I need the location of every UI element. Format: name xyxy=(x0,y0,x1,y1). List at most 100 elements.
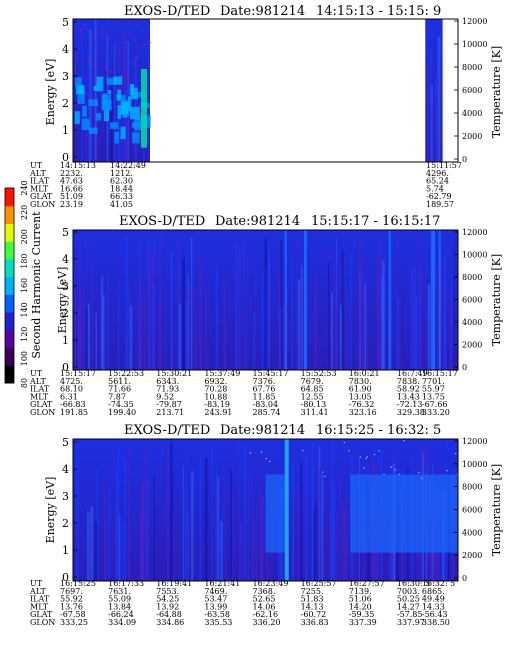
colorbar-tick-label: 160 xyxy=(20,278,29,293)
panel-2-spectral-stripe xyxy=(117,279,120,370)
colorbar-cell xyxy=(5,347,14,366)
panel-2-spectral-stripe xyxy=(359,270,361,370)
panel-2-spectral-stripe xyxy=(130,305,133,370)
panel-1-spectral-stripe xyxy=(426,65,430,162)
panel-2-spectral-stripe xyxy=(137,250,140,370)
panel-2-orbit-row-label: ILAT xyxy=(30,385,50,394)
panel-1-flux-patch xyxy=(82,105,87,117)
colorbar-cell xyxy=(5,294,14,313)
panel-1-orbit-value: 14:15:13 xyxy=(60,161,96,170)
panel-1-flux-patch xyxy=(117,89,122,100)
colorbar-tick-label: 200 xyxy=(20,229,29,244)
panel-1-flux-patch xyxy=(81,118,90,131)
panel-2-bright-stripe xyxy=(388,230,391,370)
panel-1-orbit-value: 189.57 xyxy=(426,200,454,209)
panel-2-bright-stripe xyxy=(431,230,436,370)
panel-1-noise-dot xyxy=(133,63,135,65)
colorbar-tick-label: 180 xyxy=(20,253,29,268)
panel-1-noise-dot xyxy=(102,31,104,33)
panel-2-spectral-stripe xyxy=(424,307,426,370)
panel-1-noise-dot xyxy=(84,23,86,26)
panel-3-spectral-stripe xyxy=(321,473,324,581)
panel-1-orbit-value: 5.74 xyxy=(426,184,444,193)
panel-3-noise-dot xyxy=(365,458,367,460)
panel-1-orbit-value: 16.66 xyxy=(60,184,83,193)
colorbar-cell xyxy=(5,258,14,278)
colorbar-tick-label: 220 xyxy=(20,205,29,220)
panel-2-spectral-stripe xyxy=(380,275,384,370)
panel-1-noise-dot xyxy=(149,42,151,44)
panel-2-orbit-value: -66.83 xyxy=(60,400,86,409)
panel-3-orbit-value: 16:23:49 xyxy=(253,579,289,588)
panel-2-spectral-stripe xyxy=(185,302,188,370)
panel-1-orbit-value: 62.30 xyxy=(110,177,133,186)
panel-3-temperature-tick-label: 0 xyxy=(462,574,467,583)
panel-2-orbit-value: 10.88 xyxy=(204,392,227,401)
panel-1-orbit-value: 14:22:49 xyxy=(110,161,146,170)
panel-3-spectral-stripe xyxy=(220,521,223,581)
panel-3-spectral-stripe xyxy=(247,467,250,581)
panel-3-spectral-stripe xyxy=(211,444,213,581)
panel-3-orbit-value: 16:19:41 xyxy=(156,579,192,588)
panel-3-orbit-value: 14.33 xyxy=(422,602,445,611)
panel-3-spectral-stripe xyxy=(291,463,295,581)
panel-2-spectral-stripe xyxy=(389,236,393,370)
panel-2-spectral-stripe xyxy=(278,312,280,370)
panel-2-title-instrument: EXOS-D/TED xyxy=(119,214,205,229)
panel-1-spectral-stripe xyxy=(126,72,129,162)
panel-1-noise-dot xyxy=(77,59,79,61)
panel-2-orbit-row-label: GLON xyxy=(30,408,55,417)
panel-3-spectral-stripe xyxy=(316,451,317,581)
panel-1-noise-dot xyxy=(81,35,83,37)
panel-1-noise-dot xyxy=(75,57,77,59)
panel-3-orbit-value: 52.65 xyxy=(253,595,276,604)
panel-3-spectral-stripe xyxy=(253,513,255,581)
panel-3-energy-tick-label: 4 xyxy=(62,463,69,476)
panel-1-flux-patch xyxy=(77,90,85,104)
panel-3-spectral-stripe xyxy=(260,462,262,581)
panel-3-spectral-stripe xyxy=(256,504,258,581)
panel-2-spectral-stripe xyxy=(330,292,333,370)
panel-2-title-time: 15:15:17 - 16:15:17 xyxy=(311,214,440,229)
panel-1-title-date: Date:981214 xyxy=(220,4,305,19)
panel-1-spectral-stripe xyxy=(114,44,116,162)
panel-2-orbit-value: 7838. xyxy=(397,377,420,386)
panel-2-spectral-stripe xyxy=(164,307,167,370)
panel-2-orbit-value: 7679. xyxy=(301,377,324,386)
panel-3-orbit-row-label: ALT xyxy=(29,587,46,596)
panel-3-title-time: 16:15:25 - 16:32: 5 xyxy=(316,423,441,438)
panel-2-spectral-stripe xyxy=(82,273,85,370)
panel-2-temperature-tick-label: 12000 xyxy=(462,228,487,237)
panel-3-orbit-value: 333.25 xyxy=(60,618,88,627)
panel-3-ylabel-right: Temperature [K] xyxy=(490,464,503,556)
panel-1-temperature-tick-label: 8000 xyxy=(462,63,482,72)
panel-1-temperature-tick-label: 4000 xyxy=(462,109,482,118)
panel-3-spectral-stripe xyxy=(333,481,336,581)
panel-2-orbit-value: 9.52 xyxy=(156,392,174,401)
panel-2-orbit-value: -74.35 xyxy=(108,400,134,409)
panel-2-spectral-stripe xyxy=(413,263,416,370)
panel-2-spectral-stripe xyxy=(364,283,367,370)
panel-3-noise-dot xyxy=(359,456,361,458)
panel-2-spectral-stripe xyxy=(430,288,432,370)
panel-1-ylabel-right: Temperature [K] xyxy=(490,46,503,138)
panel-1-noise-dot xyxy=(90,63,92,65)
panel-3-spectral-stripe xyxy=(119,517,121,581)
panel-1-flux-patch xyxy=(88,99,98,107)
panel-2-spectral-stripe xyxy=(345,290,348,370)
panel-3-spectral-stripe xyxy=(205,457,208,581)
panel-1-noise-dot xyxy=(142,45,144,47)
panel-2-spectral-stripe xyxy=(143,290,146,370)
panel-3-frame xyxy=(72,438,459,582)
panel-2-orbit-value: 71.66 xyxy=(108,385,131,394)
panel-3-spectral-stripe xyxy=(329,506,331,581)
panel-2-spectral-stripe xyxy=(128,274,130,370)
panel-2-spectral-stripe xyxy=(182,258,185,370)
panel-2-spectral-stripe xyxy=(261,274,264,370)
colorbar-cell xyxy=(5,188,14,207)
panel-1-noise-dot xyxy=(80,29,82,31)
panel-1-frame xyxy=(72,18,459,163)
panel-1-spectral-stripe xyxy=(435,78,437,162)
panel-2-orbit-value: 16:15:17 xyxy=(422,369,458,378)
